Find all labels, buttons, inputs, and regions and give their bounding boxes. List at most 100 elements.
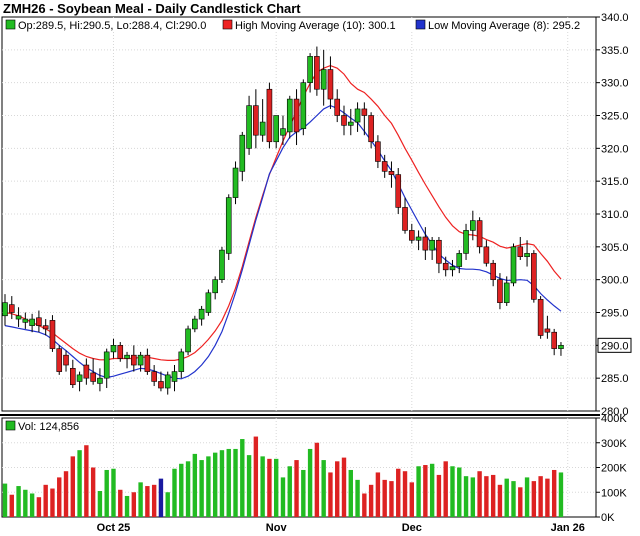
- volume-bar: [104, 469, 109, 517]
- volume-bar: [429, 463, 435, 517]
- high-ma-legend-text: High Moving Average (10): 300.1: [235, 20, 396, 32]
- candle: [395, 168, 402, 214]
- candle: [15, 307, 22, 327]
- candle-body: [36, 317, 42, 326]
- candle: [368, 112, 374, 149]
- candle: [544, 315, 551, 339]
- volume-bar: [348, 469, 353, 517]
- candle: [347, 108, 354, 136]
- volume-bar: [518, 487, 523, 517]
- candle: [463, 223, 469, 260]
- volume-bar: [287, 466, 292, 517]
- volume-bar: [138, 482, 143, 517]
- volume-bar: [477, 471, 482, 517]
- volume-bar: [253, 436, 259, 517]
- candle-body: [490, 262, 496, 280]
- candle: [63, 350, 69, 372]
- candle-body: [388, 171, 395, 175]
- price-tick-label: 340.0: [601, 12, 629, 24]
- candle: [320, 49, 327, 106]
- candle-body: [449, 266, 456, 271]
- volume-bar: [246, 455, 252, 517]
- volume-bar: [226, 448, 231, 517]
- candle: [286, 95, 293, 139]
- volume-bar: [185, 461, 191, 517]
- candle: [415, 230, 422, 251]
- candle: [456, 250, 463, 274]
- candle: [225, 194, 232, 260]
- volume-bar: [402, 471, 408, 517]
- price-legend: Op:289.5, Hi:290.5, Lo:288.4, Cl:290.0 Hi…: [4, 18, 590, 32]
- volume-bar: [36, 497, 42, 517]
- volume-bar: [172, 468, 177, 517]
- candle: [205, 289, 212, 316]
- candle: [314, 46, 320, 96]
- candle: [422, 227, 429, 260]
- volume-bar: [2, 483, 8, 517]
- volume-bar: [260, 456, 265, 517]
- volume-bar: [450, 466, 455, 517]
- candle: [253, 89, 259, 149]
- last-price-box: [597, 337, 632, 353]
- candle-body: [544, 328, 551, 333]
- volume-bar: [77, 450, 82, 517]
- candle-body: [497, 279, 503, 303]
- low-ma-legend-swatch: [415, 19, 426, 30]
- chart-title: ZMH26 - Soybean Meal - Daily Candlestick…: [3, 1, 301, 16]
- volume-tick-label: 300K: [601, 438, 627, 450]
- volume-bar: [396, 468, 401, 517]
- price-tick-label: 335.0: [601, 45, 629, 57]
- candle-body: [524, 253, 530, 257]
- candle-body: [259, 121, 266, 136]
- candle-body: [280, 128, 286, 136]
- volume-bar: [179, 463, 184, 517]
- candle: [56, 345, 63, 375]
- volume-bar: [280, 477, 286, 517]
- price-tick-label: 295.0: [601, 308, 629, 320]
- candle-body: [239, 134, 246, 172]
- volume-bar: [551, 469, 557, 517]
- volume-tick-label: 400K: [601, 413, 627, 425]
- candle: [219, 246, 225, 283]
- volume-bar: [90, 467, 96, 517]
- x-tick-label: Nov: [266, 522, 288, 534]
- volume-bar: [84, 445, 89, 517]
- candle: [151, 365, 157, 387]
- volume-bar: [443, 461, 448, 517]
- candle: [524, 240, 530, 267]
- candle: [22, 312, 29, 329]
- candle-body: [531, 253, 537, 300]
- candle: [158, 371, 164, 392]
- volume-bar: [341, 457, 347, 517]
- candle: [192, 315, 198, 333]
- price-tick-label: 285.0: [601, 373, 629, 385]
- candle: [76, 371, 83, 392]
- candle: [490, 259, 496, 287]
- candle-body: [144, 354, 151, 372]
- candle-body: [300, 82, 307, 129]
- candle: [307, 53, 313, 93]
- volume-bar: [484, 476, 489, 517]
- candle: [273, 115, 280, 149]
- candle-body: [293, 98, 300, 133]
- candle: [551, 328, 557, 356]
- volume-bar: [274, 458, 279, 517]
- volume-bar: [470, 477, 476, 517]
- price-tick-label: 315.0: [601, 176, 629, 188]
- candle-body: [164, 374, 171, 389]
- volume-bar: [165, 492, 170, 517]
- candle-body: [2, 302, 8, 317]
- candle: [36, 310, 42, 333]
- price-tick-label: 300.0: [601, 275, 629, 287]
- candle: [232, 161, 239, 205]
- candle-body: [131, 354, 137, 366]
- volume-bar: [233, 448, 238, 517]
- candle-body: [347, 121, 354, 126]
- price-tick-label: 305.0: [601, 242, 629, 254]
- candle-body: [381, 161, 388, 172]
- candle: [137, 351, 144, 372]
- candle-body: [503, 282, 510, 303]
- volume-legend-text: Vol: 124,856: [18, 421, 79, 433]
- candle: [483, 240, 490, 267]
- volume-bar: [409, 482, 414, 517]
